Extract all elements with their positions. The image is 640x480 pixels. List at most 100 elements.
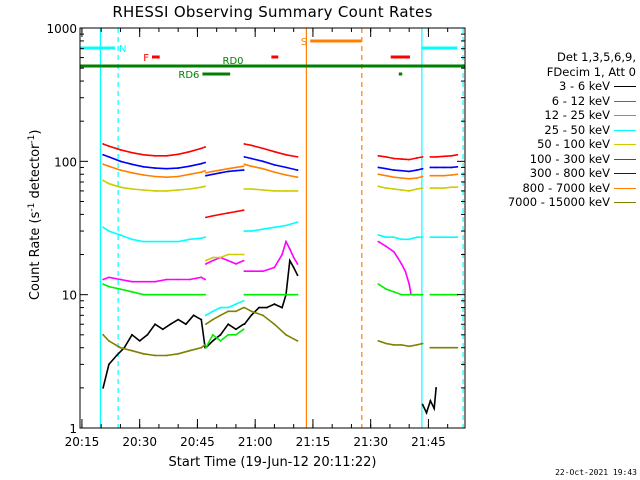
data-point-4-3-5: [415, 188, 418, 190]
data-point-2-3-1: [385, 288, 387, 291]
data-point-1-3-2: [392, 250, 395, 253]
data-point-1-3-6: [408, 283, 411, 286]
data-point-5-0-1: [107, 145, 110, 148]
data-point-4-0-3: [131, 188, 133, 190]
data-point-6-4-0: [429, 166, 432, 169]
data-point-6-1-2: [219, 171, 222, 174]
data-point-5-3-5: [415, 157, 418, 159]
data-point-0-2-7: [288, 259, 291, 262]
legend-item-2: 12 - 25 keV: [476, 108, 636, 123]
data-point-2-1-1: [211, 333, 214, 336]
data-point-7-2-4: [285, 174, 287, 176]
data-point-2-2-1: [250, 293, 253, 296]
data-point-0-1-1: [211, 340, 214, 342]
data-point-4-0-0: [102, 179, 104, 182]
series-line-8-2: [244, 306, 298, 342]
data-point-0-3-4: [435, 386, 438, 389]
data-point-8-4-2: [442, 346, 445, 349]
data-point-5-4-1: [435, 155, 438, 158]
data-point-4-3-2: [392, 188, 395, 190]
data-point-7-1-1: [211, 170, 214, 173]
series-line-2-1: [205, 328, 245, 349]
data-point-8-1-0: [204, 323, 207, 326]
data-point-5-3-6: [421, 155, 424, 158]
data-point-3-0-4: [142, 240, 145, 243]
data-point-2-4-1: [435, 293, 438, 296]
data-point-4-1-4: [235, 253, 237, 256]
data-point-3-0-7: [177, 240, 180, 243]
data-point-6-2-2: [261, 160, 264, 163]
y-tick-label-3: 1000: [46, 22, 77, 36]
data-point-5-3-2: [392, 157, 395, 160]
legend-item-7: 800 - 7000 keV: [476, 181, 636, 196]
data-point-6-1-1: [211, 173, 214, 176]
data-point-3-1-4: [235, 303, 237, 305]
data-point-8-2-3: [273, 323, 276, 326]
data-point-2-2-0: [243, 293, 246, 296]
data-point-2-3-5: [415, 293, 418, 296]
data-point-5-0-9: [200, 147, 203, 150]
legend-swatch-3: [614, 129, 636, 131]
series-3: [102, 221, 459, 317]
data-point-1-0-0: [102, 278, 104, 281]
data-point-3-2-3: [273, 226, 276, 229]
data-point-4-1-5: [242, 253, 245, 256]
data-point-4-4-1: [435, 187, 438, 189]
data-point-4-4-2: [442, 187, 445, 189]
data-point-5-4-2: [442, 155, 445, 158]
data-point-2-0-4: [142, 293, 145, 296]
data-point-4-3-4: [408, 190, 411, 192]
series-line-8-3: [378, 340, 423, 348]
data-point-7-3-6: [421, 175, 424, 178]
series-line-1-1: [205, 256, 244, 265]
data-point-4-3-3: [400, 189, 403, 191]
data-point-6-3-4: [408, 170, 411, 173]
series-line-4-3: [378, 185, 423, 192]
data-point-6-3-3: [400, 169, 403, 172]
data-point-6-3-6: [421, 167, 424, 170]
legend-label-1: 6 - 12 keV: [551, 93, 610, 108]
data-point-0-2-8: [292, 266, 295, 269]
data-point-8-4-4: [456, 346, 459, 349]
data-point-4-0-1: [107, 182, 110, 185]
data-point-3-0-1: [107, 230, 110, 232]
y-axis-label-mid: detector: [28, 143, 44, 203]
data-point-5-2-1: [250, 144, 253, 147]
data-point-7-3-4: [408, 177, 411, 180]
data-point-2-1-3: [227, 333, 230, 336]
data-point-6-1-4: [235, 169, 237, 172]
data-point-1-3-5: [404, 270, 407, 273]
data-point-6-0-4: [142, 165, 145, 168]
legend-swatch-2: [614, 115, 636, 116]
data-point-1-2-3: [273, 266, 276, 269]
plot-frame: [79, 27, 466, 429]
data-point-6-2-1: [250, 157, 253, 160]
legend-label-2: 12 - 25 keV: [544, 108, 610, 122]
data-point-2-3-6: [421, 293, 424, 296]
data-point-6-2-3: [273, 164, 276, 166]
data-point-1-2-4: [281, 253, 284, 256]
data-point-4-3-6: [421, 187, 424, 189]
data-point-0-0-12: [192, 314, 195, 317]
legend-swatch-4: [614, 144, 636, 145]
data-point-7-0-1: [107, 165, 110, 168]
data-point-7-0-0: [102, 163, 104, 166]
data-point-4-0-10: [204, 185, 207, 188]
data-point-7-3-5: [415, 177, 418, 179]
data-point-3-3-3: [400, 238, 403, 241]
data-point-7-0-9: [200, 171, 203, 174]
data-point-6-4-3: [450, 166, 453, 169]
data-point-0-0-10: [177, 318, 180, 321]
series-line-1-3: [377, 240, 412, 295]
data-point-3-4-1: [435, 236, 438, 239]
data-point-2-4-3: [450, 293, 453, 296]
series-line-8-1: [205, 306, 244, 325]
data-point-3-3-2: [392, 236, 395, 239]
data-point-0-3-3: [433, 407, 436, 410]
data-point-3-2-5: [296, 221, 299, 224]
data-point-1-2-6: [288, 248, 291, 250]
data-point-7-2-1: [250, 165, 253, 168]
data-point-0-2-4: [273, 303, 276, 305]
